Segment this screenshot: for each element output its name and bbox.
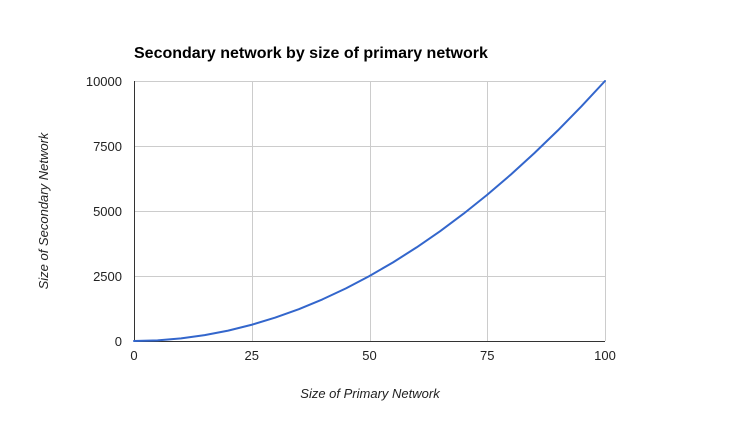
grid (134, 81, 606, 341)
x-tick-label-100: 100 (594, 348, 616, 363)
y-tick-label-10000: 10000 (86, 74, 122, 89)
y-axis-label: Size of Secondary Network (36, 131, 51, 289)
series (133, 80, 606, 342)
y-tick-label-5000: 5000 (93, 204, 122, 219)
series-line-0 (133, 80, 606, 342)
tick-labels: 0 25 50 75 100 0 2500 5000 7500 10000 (86, 74, 616, 363)
y-tick-label-2500: 2500 (93, 269, 122, 284)
axes (134, 81, 605, 342)
y-tick-label-7500: 7500 (93, 139, 122, 154)
x-axis-label: Size of Primary Network (300, 386, 441, 401)
chart-title: Secondary network by size of primary net… (134, 45, 488, 62)
x-tick-label-50: 50 (362, 348, 376, 363)
x-tick-label-75: 75 (480, 348, 494, 363)
x-tick-label-25: 25 (245, 348, 259, 363)
y-tick-label-0: 0 (115, 334, 122, 349)
x-tick-label-0: 0 (130, 348, 137, 363)
